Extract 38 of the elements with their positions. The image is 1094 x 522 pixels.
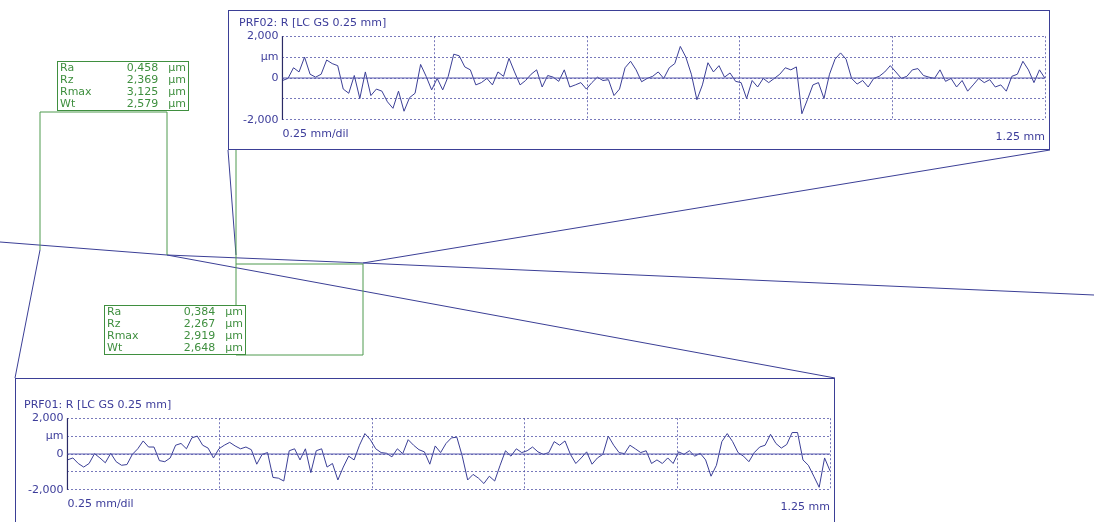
category-label: Rz <box>107 317 122 330</box>
y-tick-label: 0 <box>271 70 279 84</box>
category-label: Ra <box>60 61 76 74</box>
text: µm <box>224 305 243 318</box>
y-tick-label: -2,000 <box>242 112 279 126</box>
category-label: Rz <box>60 73 75 86</box>
category-label: Ra <box>107 305 123 318</box>
text: 2,919 <box>183 329 216 342</box>
chart-title: PRF02: R [LC GS 0.25 mm] <box>239 16 387 30</box>
text: 2,267 <box>183 317 216 330</box>
category-label: Rmax <box>60 85 93 98</box>
text: µm <box>224 341 243 354</box>
y-tick-label: 2,000 <box>31 411 64 425</box>
text: 2,369 <box>126 73 159 86</box>
text: µm <box>224 329 243 342</box>
text: 1.25 mm <box>780 500 830 514</box>
category-label: Wt <box>107 341 124 354</box>
text: µm <box>167 85 186 98</box>
text: 2,579 <box>126 97 159 110</box>
x-axis-title: 0.25 mm/dil <box>67 497 134 511</box>
chart-title: PRF01: R [LC GS 0.25 mm] <box>24 398 172 412</box>
text: 2,648 <box>183 341 216 354</box>
y-tick-label: 2,000 <box>246 29 279 43</box>
text: 3,125 <box>126 85 159 98</box>
y-tick-label: µm <box>45 428 64 442</box>
text: µm <box>224 317 243 330</box>
y-tick-label: -2,000 <box>27 482 64 496</box>
text: 0,384 <box>183 305 216 318</box>
text: µm <box>167 97 186 110</box>
category-label: Wt <box>60 97 77 110</box>
text: µm <box>167 73 186 86</box>
y-tick-label: 0 <box>56 446 64 460</box>
text: µm <box>167 61 186 74</box>
x-axis-title: 0.25 mm/dil <box>282 127 349 141</box>
category-label: Rmax <box>107 329 140 342</box>
text: 0,458 <box>126 61 159 74</box>
text: 1.25 mm <box>995 130 1045 144</box>
y-tick-label: µm <box>260 49 279 63</box>
